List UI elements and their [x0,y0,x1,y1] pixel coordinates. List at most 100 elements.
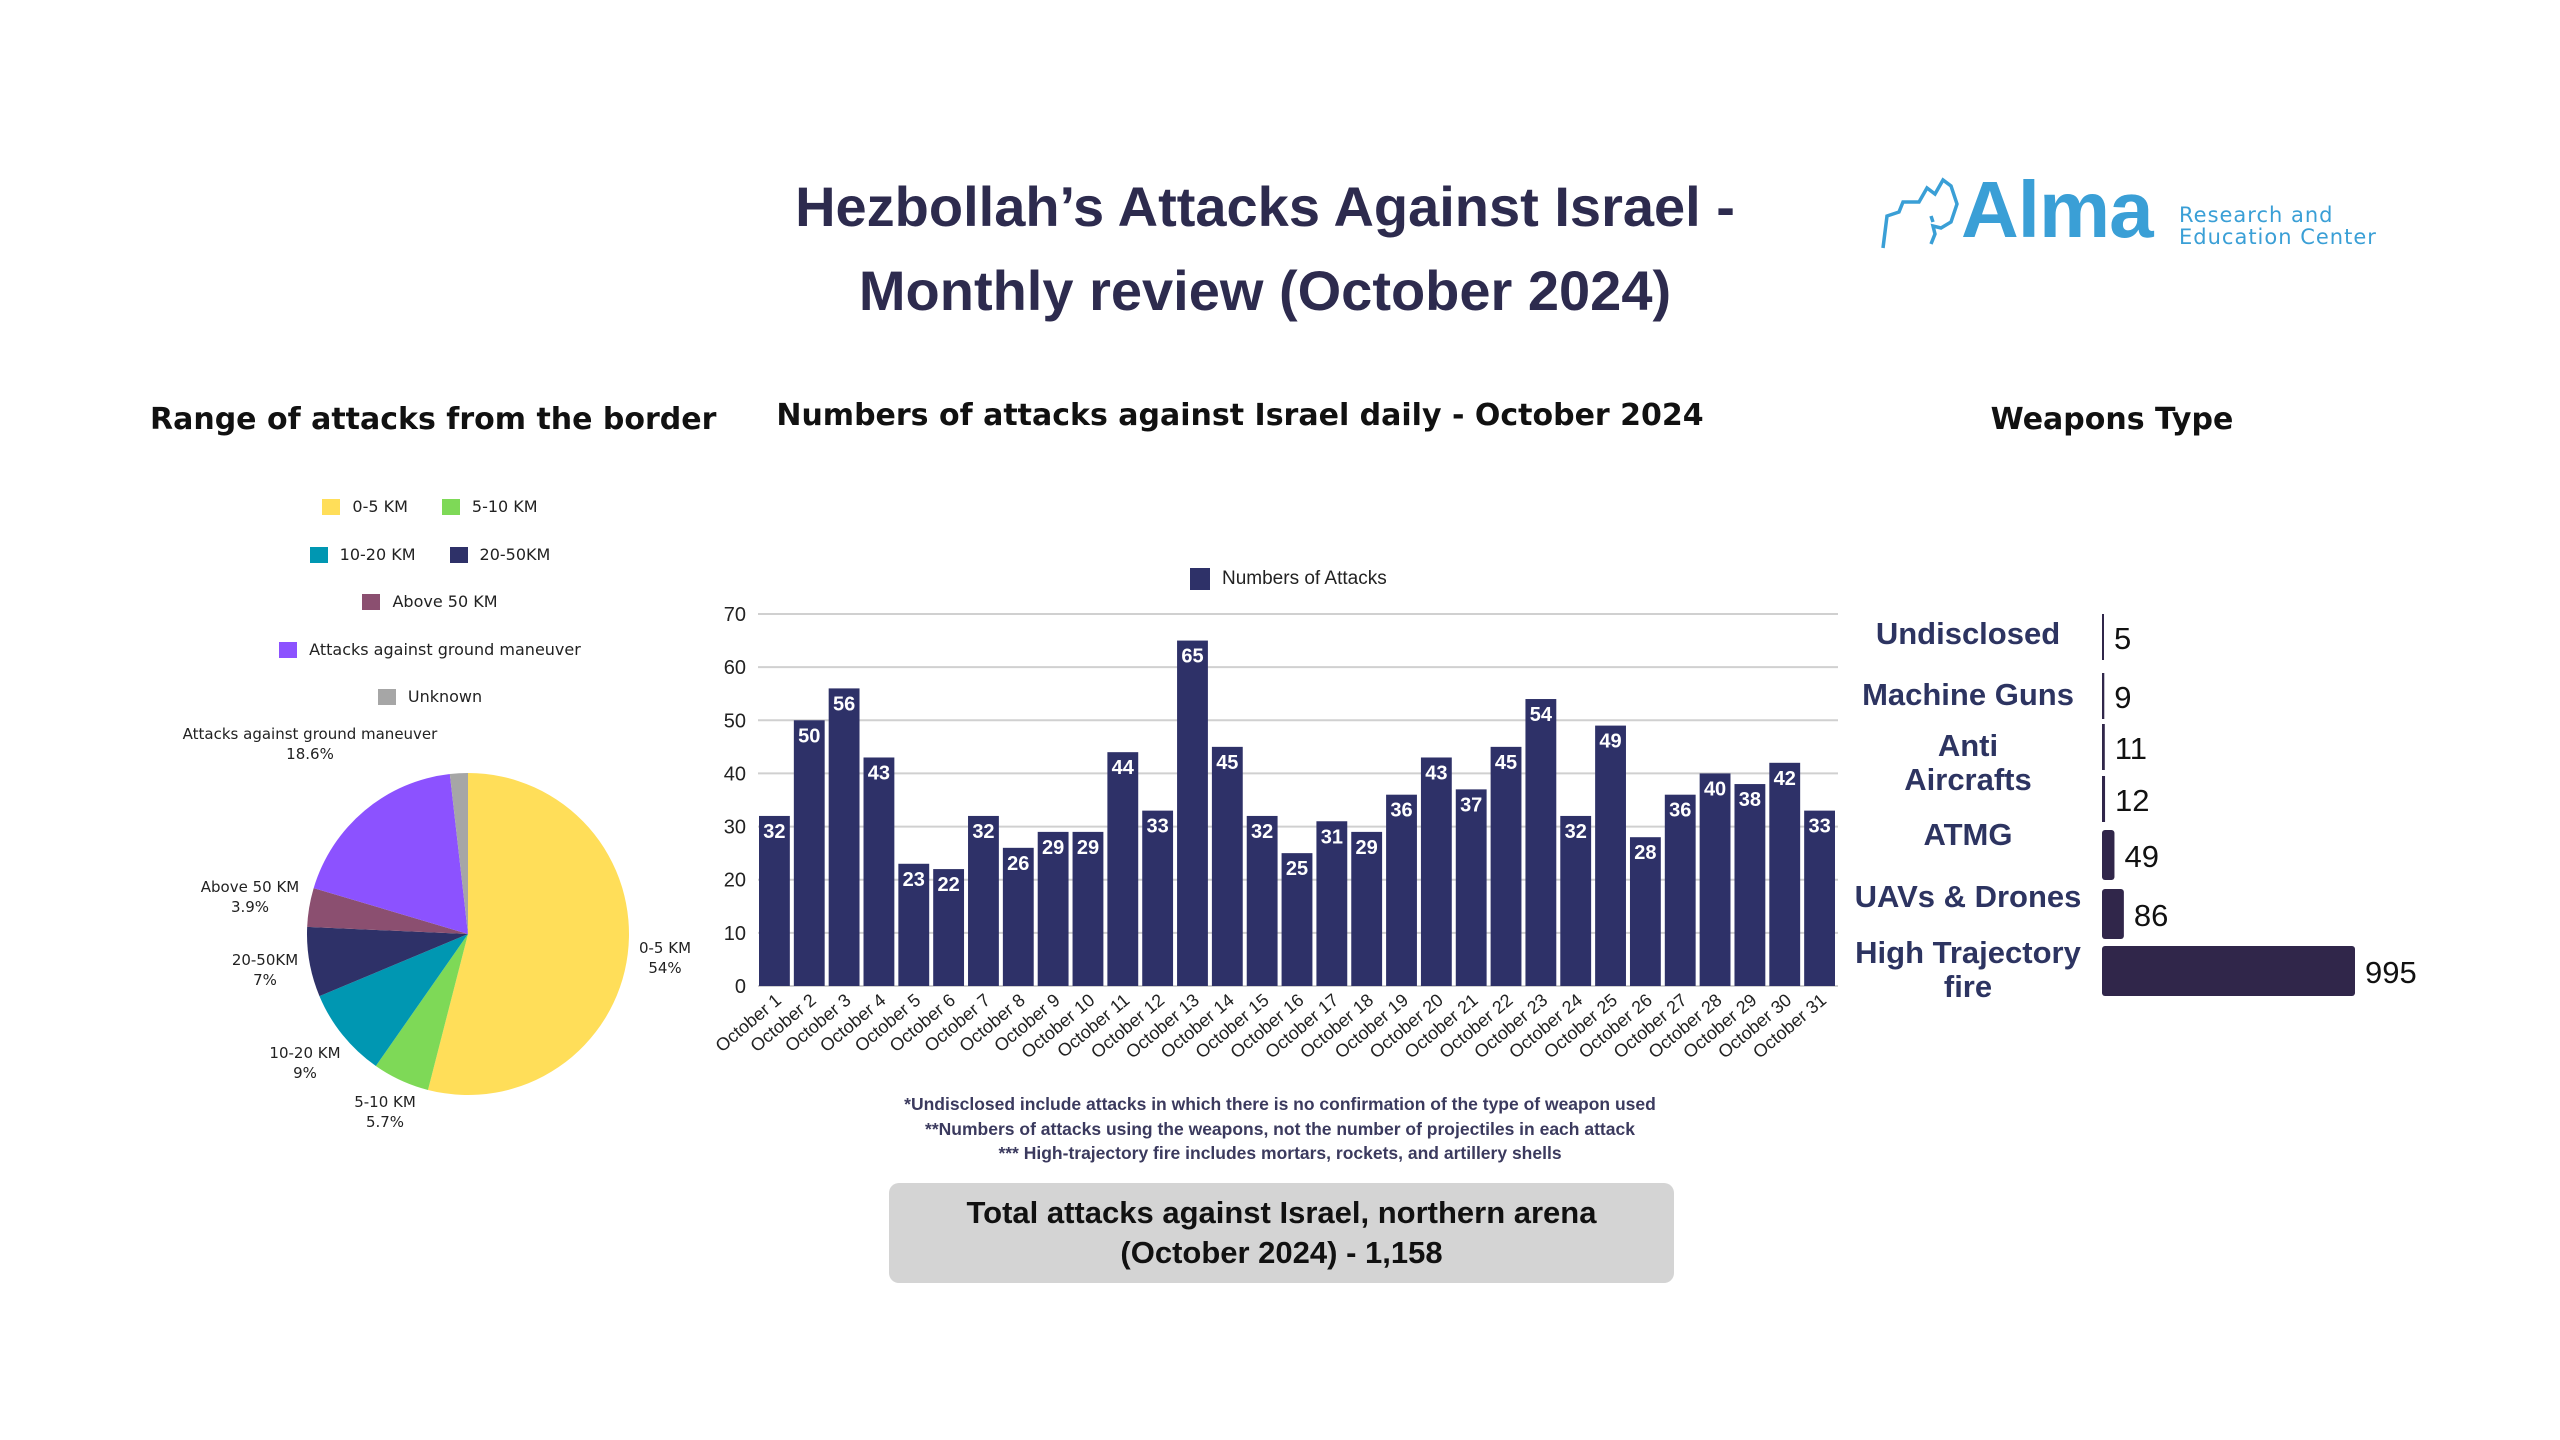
bar-data-label: 32 [763,821,785,843]
pie-legend-item: 10-20 KM [309,545,416,564]
pie-slice-attacks-against-ground-maneuver [313,774,468,934]
pie-label-0-5km: 0-5 KM 54% [638,939,692,977]
legend-label: Attacks against ground maneuver [309,640,581,659]
bar-data-label: 29 [1077,837,1099,859]
bar [1107,752,1139,986]
y-tick-label: 30 [724,817,746,839]
weapon-bar [2102,889,2124,939]
pie-legend-item: Unknown [377,687,482,706]
pie-label-ground-maneuver: Attacks against ground maneuver 18.6% [182,725,438,763]
pie-chart-title: Range of attacks from the border [150,402,717,437]
pie-label-10-20km: 10-20 KM 9% [269,1044,341,1082]
weapon-label-machine-guns: Machine Guns [1862,677,2074,712]
legend-swatch [377,688,396,705]
footnotes: *Undisclosed include attacks in which th… [800,1092,1760,1166]
y-tick-label: 60 [724,657,746,679]
bar-data-label: 45 [1216,752,1238,774]
weapons-chart-title: Weapons Type [1990,402,2234,437]
logo-subtitle: Research and Education Center [2179,204,2377,248]
weapon-label-undisclosed: Undisclosed [1875,616,2061,651]
weapon-value-label: 5 [2114,621,2131,656]
bar [828,688,860,986]
bar [1734,784,1766,986]
bar-data-label: 42 [1774,768,1796,790]
pie-legend-item: Attacks against ground maneuver [279,640,581,659]
bar [1316,821,1348,986]
bar [1525,699,1557,986]
map-outline-icon [1881,177,1959,249]
bar [863,757,895,986]
weapons-bar-chart: 5 9 11 12 49 86 995 [2102,614,2417,996]
y-tick-label: 20 [724,870,746,892]
bar [1246,815,1278,986]
bar-data-label: 25 [1286,858,1308,880]
bar-data-label: 32 [1251,821,1273,843]
weapon-bar [2102,614,2104,660]
logo-sub-line-2: Education Center [2179,225,2377,249]
bar [1629,837,1661,986]
weapon-bar [2102,724,2105,770]
bar-legend-label: Numbers of Attacks [1222,568,1387,589]
weapon-label-anti-aircrafts: Anti Aircrafts [1904,728,2032,797]
bar [1455,789,1487,986]
bar-data-label: 43 [1425,762,1447,784]
bar [1490,746,1522,986]
logo-wordmark: Alma [1961,165,2154,254]
pie-slice-unknown [449,773,468,934]
weapon-label-atmg: ATMG [1923,817,2013,852]
pie-legend-item: 5-10 KM [441,497,538,516]
weapon-bar [2102,946,2355,996]
weapon-value-label: 49 [2124,839,2158,874]
pie-slice-0-5-km [427,773,630,1095]
bar [968,815,999,986]
y-tick-label: 50 [724,710,746,732]
y-tick-label: 40 [724,763,746,785]
bar-data-label: 26 [1007,853,1029,875]
total-line-1: Total attacks against Israel, northern a… [966,1195,1597,1230]
bar-data-label: 32 [972,821,994,843]
legend-label: 0-5 KM [352,497,408,516]
pie-legend-item: 20-50KM [449,545,550,564]
weapon-label-uavs-drones: UAVs & Drones [1854,879,2082,914]
bar [793,720,825,986]
bar-data-label: 49 [1599,731,1621,753]
weapon-value-label: 11 [2115,731,2147,766]
legend-label: Above 50 KM [392,592,498,611]
title-line-1: Hezbollah’s Attacks Against Israel - [795,175,1735,238]
bar-data-label: 31 [1321,826,1343,848]
bar [1699,773,1731,986]
legend-swatch [362,593,381,610]
bar-data-label: 36 [1390,800,1412,822]
bar [1804,810,1835,986]
weapon-value-label: 995 [2365,955,2417,990]
bar [1281,853,1313,986]
bar [1420,757,1452,986]
legend-swatch [322,498,341,515]
bar [1560,815,1592,986]
bar [759,815,790,986]
weapon-label-high-trajectory: High Trajectory fire [1855,935,2081,1004]
bar-data-label: 54 [1530,704,1553,726]
weapon-bar [2102,673,2105,719]
bar-data-label: 33 [1147,816,1169,838]
pie-legend-item: Above 50 KM [362,592,498,611]
total-attacks-box: Total attacks against Israel, northern a… [889,1183,1674,1283]
bar-chart-title: Numbers of attacks against Israel daily … [776,398,1704,433]
bar-data-label: 44 [1112,757,1135,779]
alma-logo: Alma Research and Education Center [1879,165,2419,258]
total-line-2: (October 2024) - 1,158 [1120,1235,1443,1270]
bar [1211,746,1243,986]
weapon-bar [2102,830,2115,880]
legend-swatch [441,498,460,515]
legend-label: 5-10 KM [471,497,538,516]
legend-swatch [449,546,468,563]
pie-label-5-10km: 5-10 KM 5.7% [354,1093,416,1131]
weapon-value-label: 86 [2134,898,2168,933]
pie-label-above-50km: Above 50 KM 3.9% [200,878,300,916]
bar [1595,725,1626,986]
footnote-2: **Numbers of attacks using the weapons, … [925,1118,1635,1139]
title-line-2: Monthly review (October 2024) [858,259,1672,322]
bar [1351,831,1383,986]
pie-slice-10-20-km [319,934,468,1067]
bar-legend-swatch [1190,568,1210,590]
